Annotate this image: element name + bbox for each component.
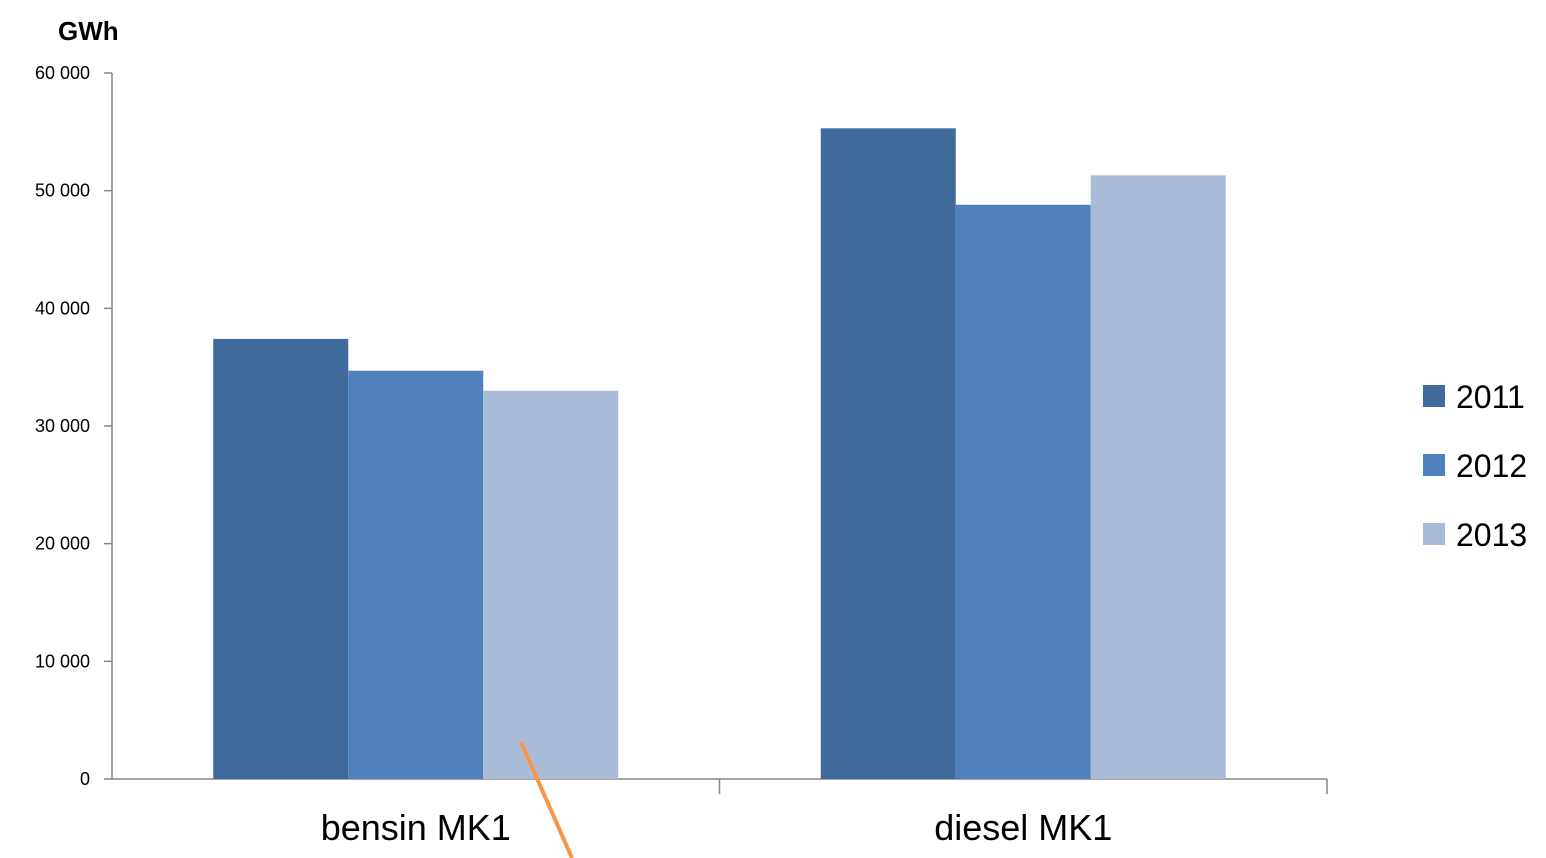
- bar-2012-2: [955, 204, 1091, 779]
- bar-2011-1: [213, 338, 349, 779]
- legend-swatch: [1423, 454, 1445, 476]
- y-axis-unit-label: GWh: [58, 16, 119, 46]
- y-tick-label: 40 000: [35, 298, 90, 318]
- bar-2013-2: [1090, 175, 1226, 779]
- legend: 2011 2012 2013: [1423, 379, 1527, 553]
- y-tick-label: 0: [80, 769, 90, 789]
- x-category-label: diesel MK1: [934, 807, 1112, 848]
- bar-2012-1: [348, 370, 484, 779]
- legend-swatch: [1423, 385, 1445, 407]
- y-tick-label: 10 000: [35, 651, 90, 671]
- legend-label: 2012: [1456, 448, 1527, 484]
- annotation-line: [519, 741, 574, 858]
- x-category-label: bensin MK1: [321, 807, 511, 848]
- legend-label: 2011: [1456, 379, 1525, 415]
- bar-2013-1: [483, 390, 619, 779]
- legend-label: 2013: [1456, 517, 1527, 553]
- legend-swatch: [1423, 523, 1445, 545]
- y-tick-label: 20 000: [35, 534, 90, 554]
- plot-area: 0 10 000 20 000 30 000 40 000 50 000 60 000 ben…: [35, 63, 1328, 858]
- bar-2011-2: [820, 128, 956, 779]
- y-tick-label: 30 000: [35, 416, 90, 436]
- y-tick-label: 60 000: [35, 63, 90, 83]
- y-tick-label: 50 000: [35, 181, 90, 201]
